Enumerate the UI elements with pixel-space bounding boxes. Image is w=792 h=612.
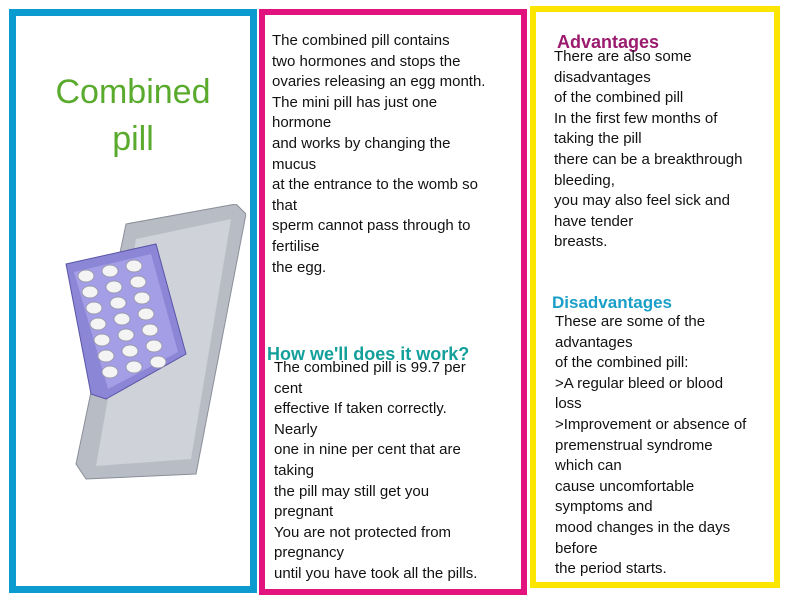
text-line: effective If taken correctly. xyxy=(274,400,447,418)
text-line: >A regular bleed or blood xyxy=(555,374,724,392)
advantages-text: There are also some disadvantages of the c… xyxy=(554,47,742,253)
text-line: Nearly xyxy=(274,420,318,438)
text-line: the egg. xyxy=(272,258,327,276)
title-line: Combined xyxy=(55,73,211,111)
pill xyxy=(145,339,163,353)
how-heading: How we'll does it work? xyxy=(267,344,470,364)
cover-title: Combined pill xyxy=(16,69,250,163)
text-line: that xyxy=(272,196,298,214)
pros-cons-panel: Advantages There are also some disadvanta… xyxy=(530,6,780,588)
pill xyxy=(89,317,107,331)
pill xyxy=(105,280,123,294)
text-line: symptoms and xyxy=(555,498,653,516)
text-line: >Improvement or absence of xyxy=(555,415,747,433)
text-line: have tender xyxy=(554,212,634,230)
pill xyxy=(125,259,143,273)
pill xyxy=(117,328,135,342)
text-line: of the combined pill: xyxy=(555,354,689,372)
pill-pack-image xyxy=(65,204,246,480)
text-line: there can be a breakthrough xyxy=(554,150,743,168)
pill xyxy=(121,344,139,358)
text-line: pregnancy xyxy=(274,544,345,562)
pill xyxy=(137,307,155,321)
text-line: breasts. xyxy=(554,233,608,251)
text-line: You are not protected from xyxy=(274,523,452,541)
text-line: These are some of the xyxy=(555,313,706,330)
text-line: until you have took all the pills. xyxy=(274,564,478,582)
text-line: ovaries releasing an egg month. xyxy=(272,73,486,91)
text-line: There are also some xyxy=(554,48,692,65)
text-line: one in nine per cent that are xyxy=(274,441,461,459)
text-line: mucus xyxy=(272,155,317,173)
intro-text: The combined pill contains two hormones a… xyxy=(272,31,485,278)
text-line: advantages xyxy=(555,333,633,351)
text-line: pregnant xyxy=(274,503,334,521)
text-line: at the entrance to the womb so xyxy=(272,176,478,194)
pill xyxy=(81,285,99,299)
pill xyxy=(101,264,119,278)
title-line: pill xyxy=(112,120,154,158)
advantages-heading: Advantages xyxy=(557,32,660,52)
text-line: the period starts. xyxy=(555,560,667,578)
text-line: cause uncomfortable xyxy=(555,477,695,495)
text-line: hormone xyxy=(272,114,332,132)
pill xyxy=(101,365,119,379)
text-line: the pill may still get you xyxy=(274,482,430,500)
text-line: premenstrual syndrome xyxy=(555,436,713,454)
text-line: The mini pill has just one xyxy=(272,93,438,111)
text-line: two hormones and stops the xyxy=(272,52,461,70)
text-line: disadvantages xyxy=(554,68,651,86)
text-line: loss xyxy=(555,395,582,413)
pill xyxy=(77,269,95,283)
text-line: and works by changing the xyxy=(272,134,451,152)
pill xyxy=(113,312,131,326)
text-line: cent xyxy=(274,379,303,397)
text-line: you may also feel sick and xyxy=(554,192,730,210)
pill xyxy=(109,296,127,310)
text-line: taking xyxy=(274,461,315,479)
disadvantages-heading: Disadvantages xyxy=(552,293,672,312)
text-line: sperm cannot pass through to xyxy=(272,217,471,235)
text-line: taking the pill xyxy=(554,130,642,148)
cover-panel: Combined pill xyxy=(9,9,257,593)
pill xyxy=(97,349,115,363)
how-text: The combined pill is 99.7 per cent effecti… xyxy=(274,358,477,585)
pill xyxy=(141,323,159,337)
text-line: which can xyxy=(555,457,622,475)
pill xyxy=(133,291,151,305)
pill xyxy=(93,333,111,347)
text-line: The combined pill is 99.7 per xyxy=(274,359,466,376)
pill xyxy=(85,301,103,315)
text-line: mood changes in the days xyxy=(555,518,731,536)
pill xyxy=(129,275,147,289)
pill xyxy=(149,355,167,369)
pill xyxy=(125,360,143,374)
text-line: fertilise xyxy=(272,237,320,255)
text-line: of the combined pill xyxy=(554,89,684,107)
text-line: In the first few months of xyxy=(554,109,718,127)
disadvantages-text: These are some of the advantages of the co… xyxy=(555,312,746,580)
text-line: The combined pill contains xyxy=(272,32,450,49)
text-line: before xyxy=(555,539,598,557)
text-line: bleeding, xyxy=(554,171,615,189)
info-panel: The combined pill contains two hormones a… xyxy=(259,9,527,595)
